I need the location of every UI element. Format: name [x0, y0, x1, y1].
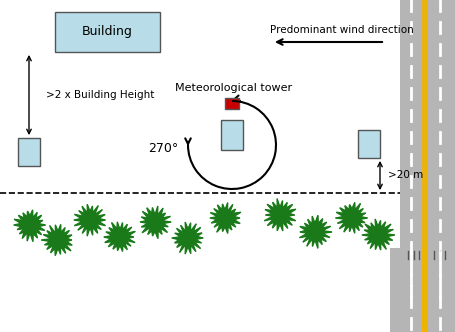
Polygon shape: [299, 215, 332, 248]
Polygon shape: [362, 219, 395, 250]
Polygon shape: [140, 206, 171, 239]
Bar: [400, 0, 455, 332]
Text: Meteorological tower: Meteorological tower: [176, 83, 293, 93]
Bar: [18, 138, 40, 166]
Polygon shape: [172, 222, 203, 254]
Polygon shape: [335, 203, 368, 233]
Polygon shape: [104, 222, 135, 251]
Polygon shape: [210, 203, 241, 233]
Polygon shape: [41, 224, 72, 256]
Bar: [55, 12, 160, 52]
Text: 270°: 270°: [148, 141, 178, 154]
Bar: [358, 130, 380, 158]
Bar: [225, 98, 239, 109]
Polygon shape: [14, 210, 46, 242]
Bar: [221, 120, 243, 150]
Bar: [390, 248, 455, 332]
Text: Building: Building: [82, 26, 133, 39]
Polygon shape: [74, 204, 106, 236]
Text: >20 m: >20 m: [388, 170, 423, 180]
Text: >2 x Building Height: >2 x Building Height: [46, 90, 154, 100]
Text: Predominant wind direction: Predominant wind direction: [270, 25, 414, 35]
Polygon shape: [264, 199, 296, 231]
